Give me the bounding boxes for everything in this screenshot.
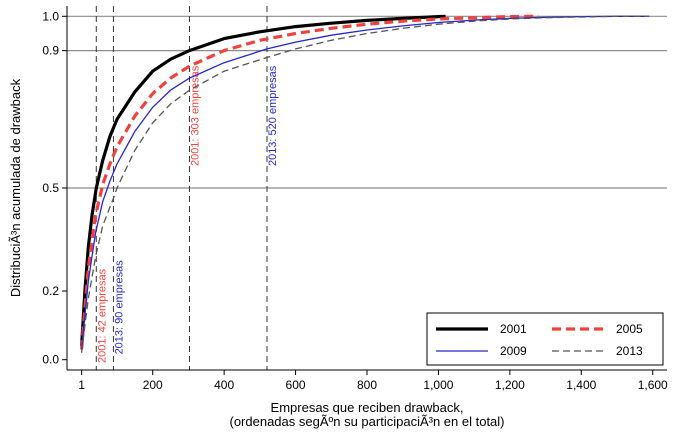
x-tick-label-1: 1 <box>78 378 85 392</box>
x-tick-label-1,400: 1,400 <box>566 378 596 392</box>
marker-label-90: 2013: 90 empresas <box>113 260 125 355</box>
axes: 0.0 0.2 0.5 0.9 1.0 1 200 400 600 800 1,000 1,200 1,… <box>8 6 668 429</box>
y-axis-title: DistribuciÃ³n acumulada de drawback <box>8 78 23 297</box>
y-tick-label-0.0: 0.0 <box>42 353 59 367</box>
legend-label-2005: 2005 <box>616 322 643 336</box>
y-tick-label-0.5: 0.5 <box>42 181 59 195</box>
x-tick-label-600: 600 <box>286 378 306 392</box>
legend-box <box>426 312 664 366</box>
y-tick-label-0.2: 0.2 <box>42 284 59 298</box>
legend-label-2009: 2009 <box>500 344 527 358</box>
x-tick-label-1,000: 1,000 <box>423 378 453 392</box>
legend-label-2001: 2001 <box>500 322 527 336</box>
vertical-markers: 2001: 42 empresas 2013: 90 empresas 2001: … <box>95 6 279 370</box>
series-line-2001 <box>80 14 446 347</box>
y-tick-label-1.0: 1.0 <box>42 9 59 23</box>
x-axis-title-line-2: (ordenadas segÃºn su participaciÃ³n en e… <box>229 414 504 429</box>
y-tick-label-0.9: 0.9 <box>42 44 59 58</box>
x-tick-label-200: 200 <box>143 378 163 392</box>
series-line-2013 <box>80 15 650 353</box>
x-axis-title-line-1: Empresas que reciben drawback, <box>271 400 464 415</box>
x-tick-label-1,200: 1,200 <box>495 378 525 392</box>
x-tick-label-800: 800 <box>357 378 377 392</box>
legend: 2001 2005 2009 2013 <box>426 312 664 366</box>
series-lines <box>80 14 650 353</box>
marker-label-303: 2001: 303 empresas <box>190 65 202 166</box>
marker-label-520: 2013: 520 empresas <box>267 65 279 166</box>
series-line-2005 <box>80 14 539 350</box>
x-tick-label-400: 400 <box>214 378 234 392</box>
legend-label-2013: 2013 <box>616 344 643 358</box>
x-tick-label-1,600: 1,600 <box>638 378 668 392</box>
marker-label-42: 2001: 42 empresas <box>96 268 108 363</box>
